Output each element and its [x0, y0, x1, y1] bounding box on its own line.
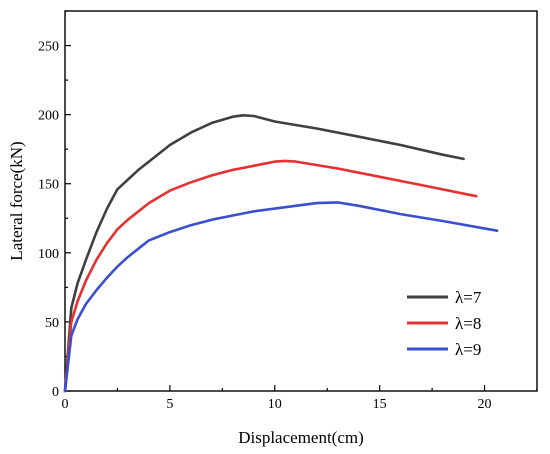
series-line	[63, 159, 478, 393]
y-tick-label: 100	[38, 247, 59, 262]
legend-label: λ=7	[455, 288, 482, 307]
legend-label: λ=9	[455, 340, 481, 359]
x-axis-title: Displacement(cm)	[238, 428, 364, 447]
x-tick-label: 20	[478, 397, 492, 412]
series-line	[63, 114, 465, 393]
x-tick-label: 0	[62, 397, 69, 412]
plot-frame	[64, 10, 538, 392]
series-line	[63, 201, 499, 393]
x-tick-label: 15	[373, 397, 387, 412]
y-tick-label: 0	[52, 385, 59, 400]
legend: λ=7 λ=8 λ=9	[407, 288, 482, 359]
legend-label: λ=8	[455, 314, 481, 333]
y-tick-label: 150	[38, 178, 59, 193]
y-axis-title: Lateral force(kN)	[7, 141, 26, 260]
series-lines	[63, 114, 499, 393]
y-tick-label: 250	[38, 40, 59, 55]
y-tick-label: 50	[45, 316, 59, 331]
y-tick-label: 200	[38, 109, 59, 124]
x-tick-label: 10	[268, 397, 282, 412]
x-tick-label: 5	[166, 397, 173, 412]
